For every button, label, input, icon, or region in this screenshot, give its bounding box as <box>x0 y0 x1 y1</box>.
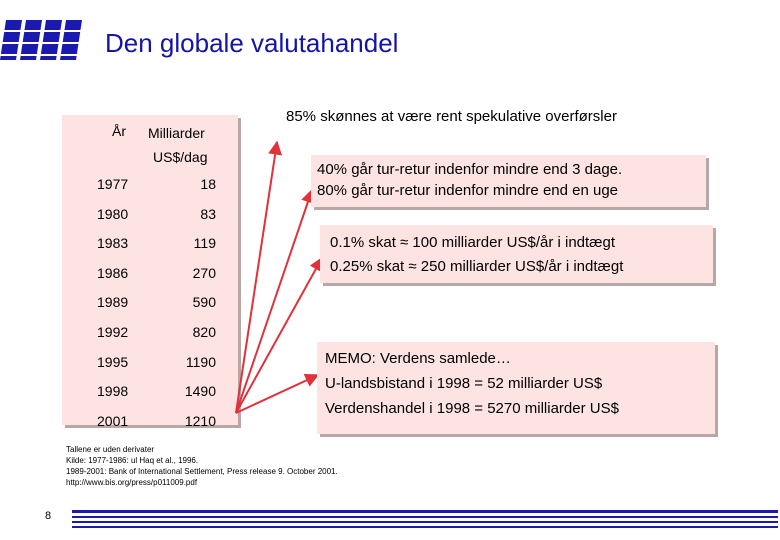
table-cell-value: 1190 <box>185 353 216 370</box>
table-cell-value: 270 <box>192 264 216 281</box>
callout-roundtrip-line1: 40% går tur-retur indenfor mindre end 3 … <box>317 161 623 178</box>
table-cell-value: 119 <box>193 235 216 252</box>
data-table: År Milliarder US$/dag 1977 18 1980 83 1983 11… <box>62 115 238 429</box>
table-cell-value: 1490 <box>184 383 216 400</box>
table-cell-year: 1992 <box>97 324 129 340</box>
table-cell-year: 1986 <box>97 264 129 281</box>
footnote-line3: 1989-2001: Bank of International Settlem… <box>66 467 338 476</box>
arrow-3 <box>235 256 323 414</box>
table-cell-value: 820 <box>192 324 216 340</box>
callout-tax-line2: 0.25% skat ≈ 250 milliarder US$/år i ind… <box>330 258 624 275</box>
footnote-line1: Tallene er uden derivater <box>66 445 155 454</box>
table-cell-year: 2001 <box>97 412 129 429</box>
column-header-year: År <box>112 123 126 139</box>
callout-memo-line2: U-landsbistand i 1998 = 52 milliarder US… <box>325 375 603 392</box>
callout-memo-line3: Verdenshandel i 1998 = 5270 milliarder U… <box>325 400 619 417</box>
arrow-2 <box>235 188 315 414</box>
arrow-4 <box>235 373 320 414</box>
callout-memo-line1: MEMO: Verdens samlede… <box>325 350 511 367</box>
table-cell-value: 83 <box>200 205 216 222</box>
table-cell-year: 1977 <box>97 176 129 192</box>
table-cell-year: 1980 <box>97 205 129 222</box>
table-cell-value: 18 <box>200 176 216 192</box>
column-header-value-line2: US$/dag <box>153 149 208 165</box>
footnote-line2: Kilde: 1977-1986: ul Haq et al., 1996. <box>66 456 199 465</box>
table-cell-value: 1210 <box>184 412 216 429</box>
callout-tax-line1: 0.1% skat ≈ 100 milliarder US$/år i indt… <box>330 234 616 251</box>
callout-speculative: 85% skønnes at være rent spekulative ove… <box>286 108 617 125</box>
footnote-line4: http://www.bis.org/press/p011009.pdf <box>66 478 198 487</box>
callout-roundtrip-line2: 80% går tur-retur indenfor mindre end en… <box>317 182 619 199</box>
page-title: Den globale valutahandel <box>105 28 399 58</box>
arrow-1 <box>235 140 283 414</box>
table-cell-value: 590 <box>192 294 216 311</box>
table-cell-year: 1995 <box>97 353 129 370</box>
table-cell-year: 1989 <box>97 294 129 311</box>
column-header-value-line1: Milliarder <box>148 125 205 141</box>
logo-icon <box>0 20 82 60</box>
callout-roundtrip: 40% går tur-retur indenfor mindre end 3 … <box>311 155 706 207</box>
footnote: Tallene er uden derivater Kilde: 1977-19… <box>66 444 338 488</box>
page-number: 8 <box>45 510 52 522</box>
callout-memo: MEMO: Verdens samlede… U-landsbistand i … <box>317 342 715 434</box>
callout-tax: 0.1% skat ≈ 100 milliarder US$/år i indt… <box>320 225 713 283</box>
table-cell-year: 1998 <box>97 383 129 400</box>
table-cell-year: 1983 <box>97 235 129 252</box>
